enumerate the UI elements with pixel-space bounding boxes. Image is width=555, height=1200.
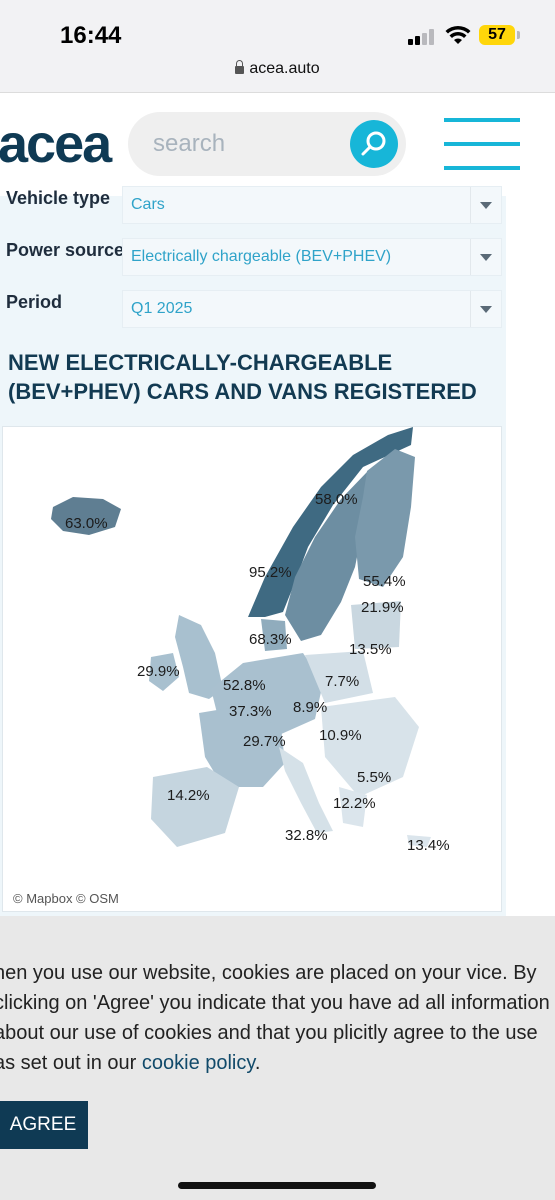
map-label-iceland: 63.0%	[65, 515, 108, 532]
map-label-spain: 14.2%	[167, 787, 210, 804]
map-region-cyprus	[407, 835, 431, 847]
filter-label-vehicle-type: Vehicle type	[6, 188, 111, 208]
map-region-norway	[248, 427, 413, 617]
map-region-sweden	[285, 472, 375, 641]
map-region-baltics	[351, 601, 401, 649]
period-select[interactable]: Q1 2025	[122, 290, 502, 328]
map-label-netherlands: 52.8%	[223, 677, 266, 694]
filter-label-period: Period	[6, 292, 63, 312]
home-indicator[interactable]	[178, 1182, 376, 1189]
map-label-hungary: 10.9%	[319, 727, 362, 744]
cookie-message: hen you use our website, cookies are pla…	[0, 962, 550, 1074]
europe-choropleth-map[interactable]: 63.0% 58.0% 55.4% 95.2% 21.9% 68.3% 13.5…	[2, 426, 502, 912]
power-source-value: Electrically chargeable (BEV+PHEV)	[131, 248, 392, 265]
period-value: Q1 2025	[131, 300, 193, 317]
status-bar: 16:44 57 acea.auto	[0, 0, 555, 93]
agree-button[interactable]: AGREE	[0, 1101, 88, 1149]
map-label-denmark: 68.3%	[249, 631, 292, 648]
cookie-banner: hen you use our website, cookies are pla…	[0, 916, 555, 1200]
map-region-uk	[175, 615, 223, 699]
map-region-finland	[355, 449, 415, 587]
map-label-finland: 55.4%	[363, 573, 406, 590]
map-region-poland	[305, 651, 373, 703]
map-label-croatia: 12.2%	[333, 795, 376, 812]
vehicle-type-select[interactable]: Cars	[122, 186, 502, 224]
map-label-malta: 32.8%	[285, 827, 328, 844]
battery-icon: 57	[479, 25, 515, 45]
map-label-ireland: 29.9%	[137, 663, 180, 680]
map-region-ireland	[149, 653, 179, 691]
address-bar[interactable]: acea.auto	[0, 60, 555, 78]
lock-icon	[235, 60, 245, 74]
map-region-greece	[339, 787, 367, 827]
wifi-icon	[445, 25, 471, 44]
map-label-norway: 95.2%	[249, 564, 292, 581]
section-title: NEW ELECTRICALLY-CHARGEABLE (BEV+PHEV) C…	[8, 350, 477, 404]
map-shapes	[51, 427, 431, 847]
map-label-romania: 5.5%	[357, 769, 392, 786]
map-label-lithuania: 13.5%	[349, 641, 392, 658]
site-logo[interactable]: acea	[0, 114, 112, 174]
search-placeholder: search	[153, 130, 226, 157]
map-region-iberia	[151, 767, 239, 847]
power-source-select[interactable]: Electrically chargeable (BEV+PHEV)	[122, 238, 502, 276]
map-label-france: 29.7%	[243, 733, 286, 750]
vehicle-type-value: Cars	[131, 196, 165, 213]
map-region-eastern-europe	[321, 697, 419, 797]
search-icon	[361, 131, 386, 156]
hamburger-menu-icon[interactable]	[444, 118, 520, 172]
cellular-signal-icon	[408, 29, 434, 45]
map-label-belgium: 37.3%	[229, 703, 272, 720]
map-label-cyprus: 13.4%	[407, 837, 450, 854]
search-input[interactable]: search	[128, 112, 406, 176]
chevron-down-icon	[470, 239, 501, 275]
map-region-france	[199, 707, 285, 787]
battery-tip	[517, 31, 520, 39]
clock: 16:44	[60, 22, 122, 49]
cookie-text: hen you use our website, cookies are pla…	[0, 958, 554, 1078]
map-region-italy	[279, 747, 333, 833]
map-region-iceland	[51, 497, 121, 535]
map-label-czechia: 8.9%	[293, 699, 328, 716]
map-region-denmark	[261, 619, 287, 651]
map-attribution[interactable]: © Mapbox © OSM	[9, 890, 123, 907]
cookie-period: .	[254, 1052, 261, 1074]
map-label-sweden: 58.0%	[315, 491, 358, 508]
filter-label-power-source: Power source	[6, 240, 125, 260]
cookie-policy-link[interactable]: cookie policy	[141, 1052, 255, 1074]
search-button[interactable]	[350, 120, 398, 168]
chevron-down-icon	[470, 187, 501, 223]
map-label-estonia: 21.9%	[361, 599, 404, 616]
chevron-down-icon	[470, 291, 501, 327]
map-label-poland: 7.7%	[325, 673, 360, 690]
url-text: acea.auto	[249, 60, 320, 77]
